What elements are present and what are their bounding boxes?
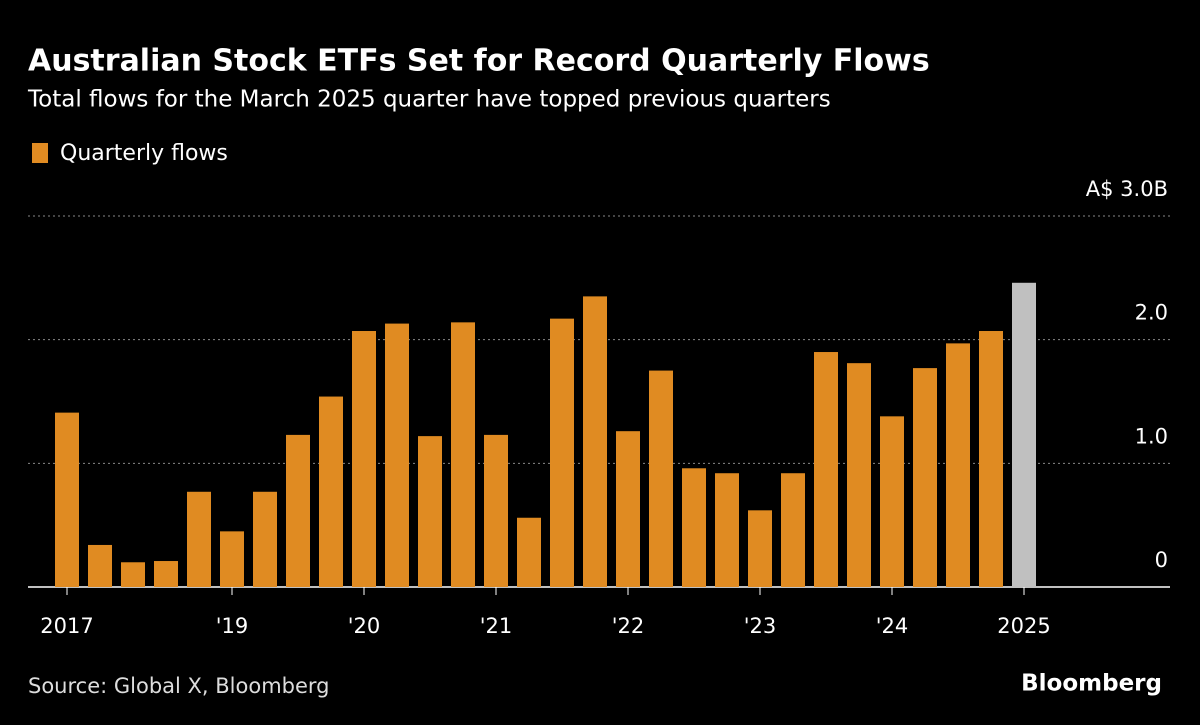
x-tick-label: 2017: [40, 614, 93, 638]
bar: [814, 352, 838, 587]
y-tick-label: 2.0: [1135, 301, 1168, 325]
bar: [682, 468, 706, 587]
bar: [253, 491, 277, 587]
y-tick-label: 1.0: [1135, 424, 1168, 448]
bar: [484, 434, 508, 587]
bar: [451, 322, 475, 587]
x-tick-label: '24: [876, 614, 909, 638]
bar: [946, 343, 970, 587]
bar: [319, 396, 343, 587]
x-tick-label: '21: [480, 614, 513, 638]
chart-subtitle: Total flows for the March 2025 quarter h…: [27, 87, 831, 113]
bar: [715, 473, 739, 587]
bar: [1012, 282, 1036, 587]
brand: Bloomberg: [1021, 671, 1162, 697]
bar: [517, 517, 541, 587]
x-tick-label: '20: [348, 614, 381, 638]
bar: [55, 412, 79, 587]
y-tick-label: A$ 3.0B: [1086, 177, 1168, 201]
legend-swatch: [32, 143, 48, 163]
legend-label: Quarterly flows: [60, 141, 228, 166]
bar: [583, 296, 607, 587]
x-tick-label: '19: [216, 614, 249, 638]
chart-title: Australian Stock ETFs Set for Record Qua…: [28, 44, 930, 79]
bar: [550, 318, 574, 587]
bar: [979, 331, 1003, 587]
x-tick-label: '22: [612, 614, 645, 638]
bar: [418, 436, 442, 587]
y-tick-label: 0: [1155, 548, 1168, 572]
bar: [847, 363, 871, 587]
bar: [880, 416, 904, 587]
bar: [781, 473, 805, 587]
bar: [88, 544, 112, 587]
bar: [649, 370, 673, 587]
x-tick-label: '23: [744, 614, 777, 638]
bar: [748, 510, 772, 587]
bar: [154, 561, 178, 587]
bar: [121, 562, 145, 587]
bar: [352, 331, 376, 587]
source: Source: Global X, Bloomberg: [28, 674, 330, 698]
bar: [913, 368, 937, 587]
bar: [187, 491, 211, 587]
bar: [385, 323, 409, 587]
bar: [220, 531, 244, 587]
bar: [616, 431, 640, 587]
bar: [286, 434, 310, 587]
x-tick-label: 2025: [997, 614, 1050, 638]
